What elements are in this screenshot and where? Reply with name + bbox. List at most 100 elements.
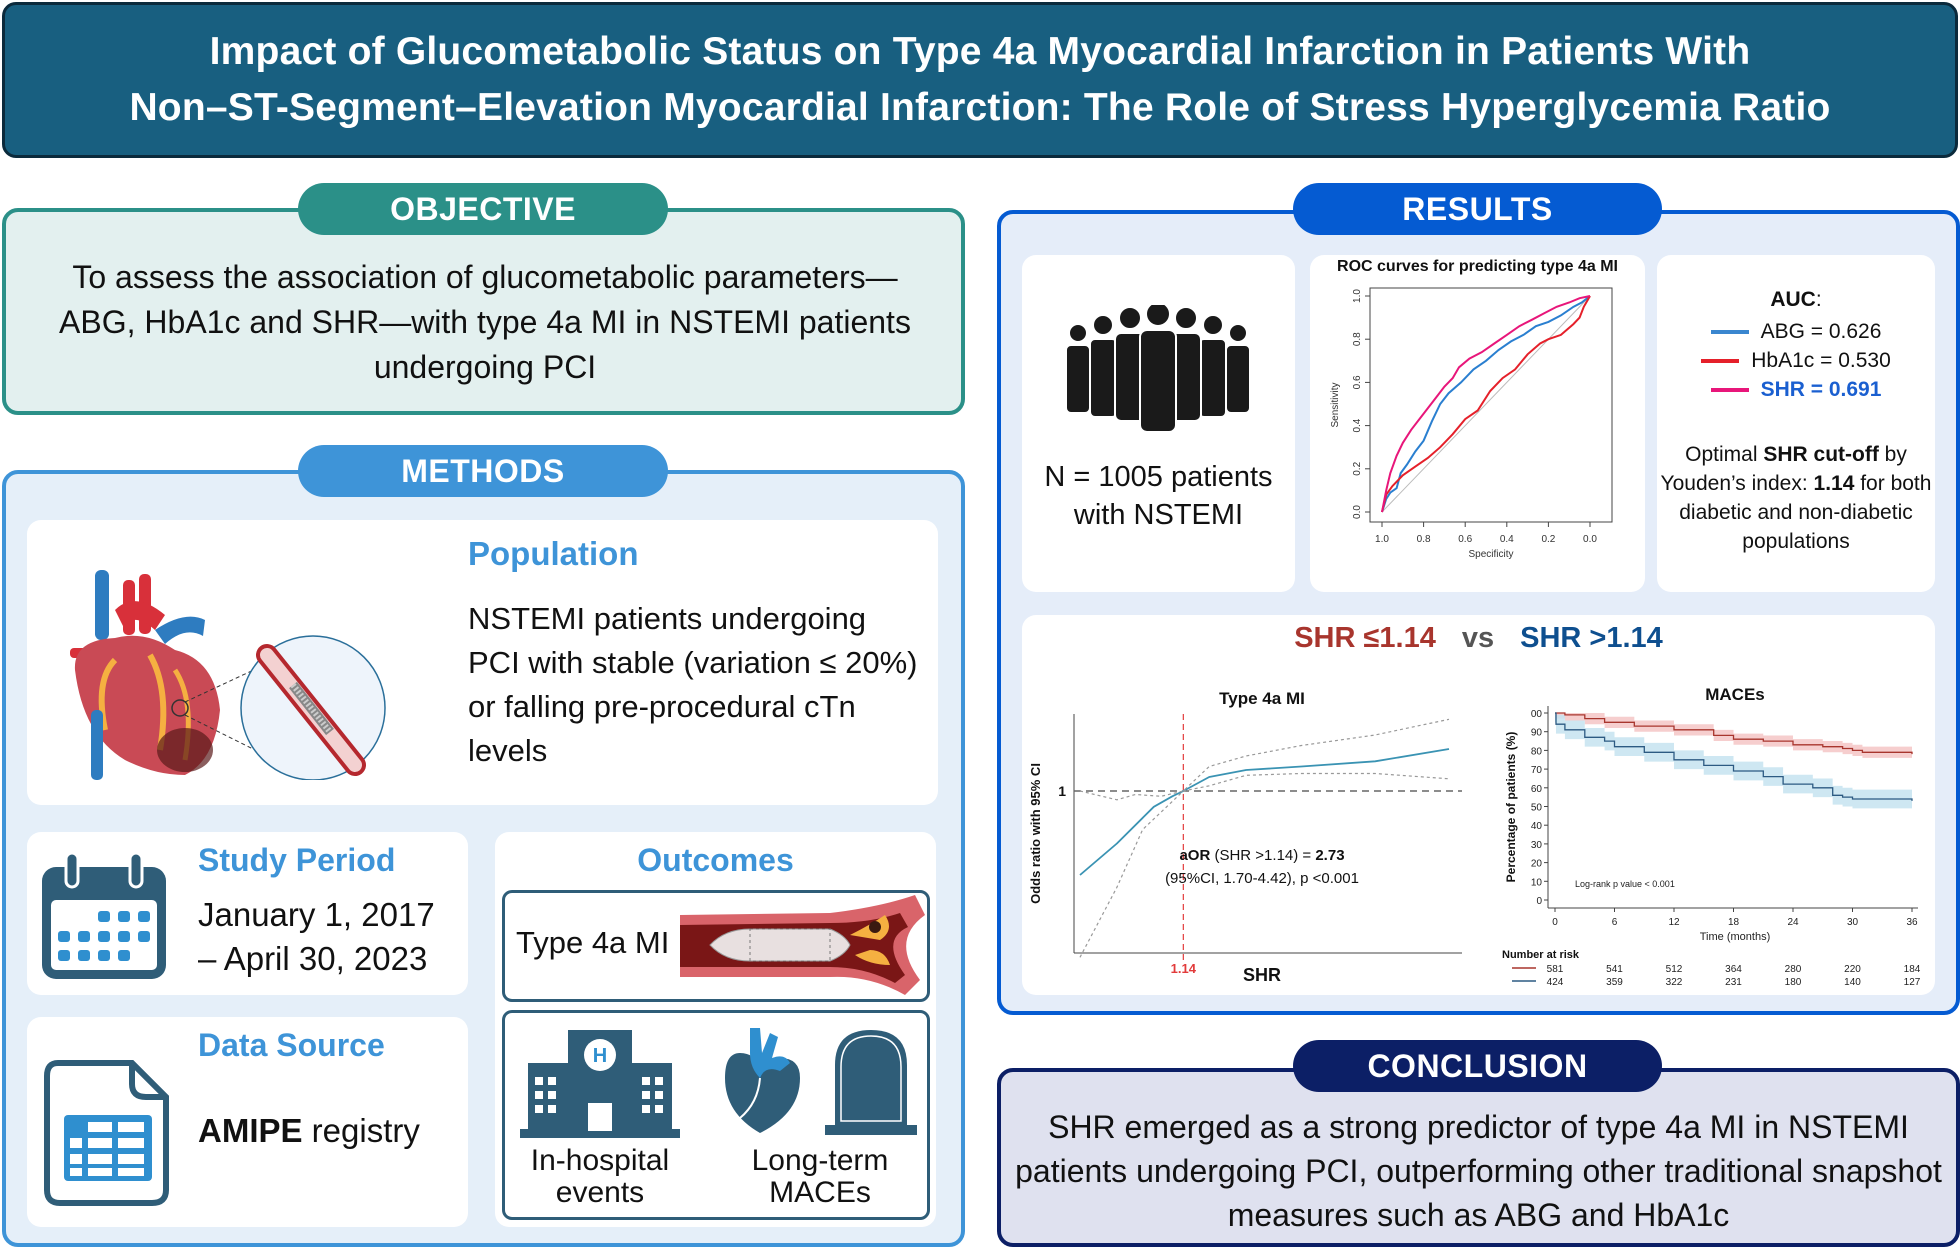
calendar-icon (42, 853, 166, 979)
risk-table-value: 220 (1844, 964, 1861, 975)
km-x-tick-label: 36 (1906, 917, 1918, 928)
km-y-tick-label: 30 (1531, 840, 1543, 851)
roc-chart-title: ROC curves for predicting type 4a MI (1337, 258, 1618, 275)
risk-table-value: 424 (1547, 977, 1564, 988)
objective-label: OBJECTIVE (298, 183, 668, 235)
heart-icon (725, 1028, 800, 1133)
group-low-label: SHR ≤1.14 (1294, 622, 1436, 654)
cutoff-note-pre: Optimal (1685, 443, 1764, 466)
roc-curve-hba1c (1381, 295, 1591, 513)
data-source-text: AMIPE registry (198, 1112, 420, 1150)
outcome-inhospital-label: In-hospital events (510, 1145, 690, 1209)
cutoff-note-bold1: SHR cut-off (1763, 443, 1879, 466)
roc-reference-line (1381, 295, 1591, 513)
cutoff-note-post: for both diabetic and non-diabetic popul… (1679, 472, 1932, 553)
registry-suffix: registry (302, 1112, 420, 1149)
sample-size-line1: N = 1005 patients (1044, 461, 1273, 493)
auc-value-hba1c: HbA1c = 0.530 (1751, 349, 1891, 372)
km-logrank-annotation: Log-rank p value < 0.001 (1575, 879, 1675, 889)
people-group-icon (1065, 305, 1251, 433)
conclusion-label: CONCLUSION (1293, 1040, 1662, 1092)
data-source-title: Data Source (198, 1027, 385, 1063)
roc-y-tick-label: 0.6 (1352, 375, 1363, 389)
study-period-start: January 1, 2017 (198, 896, 435, 933)
conclusion-section (997, 1068, 1960, 1247)
auc-legend-shr: SHR = 0.691 (1657, 376, 1935, 404)
roc-y-tick-label: 1.0 (1352, 289, 1363, 303)
tombstone-icon (825, 1030, 917, 1135)
auc-legend-hba1c: HbA1c = 0.530 (1657, 347, 1935, 375)
aor-annotation: aOR (SHR >1.14) = 2.73 (1179, 847, 1344, 864)
results-label: RESULTS (1293, 183, 1662, 235)
km-y-tick-label: 0 (1536, 896, 1542, 907)
km-y-tick-label: 80 (1531, 746, 1543, 757)
title-line-2: Non–ST-Segment–Elevation Myocardial Infa… (129, 86, 1831, 129)
km-y-tick-label: 00 (1531, 709, 1543, 720)
or-cutoff-label: 1.14 (1171, 961, 1197, 976)
roc-plot-frame (1369, 287, 1613, 523)
or-chart-title: Type 4a MI (1219, 689, 1305, 708)
or-spline-line (1079, 748, 1450, 876)
risk-table-value: 184 (1904, 964, 1921, 975)
risk-table-value: 231 (1725, 977, 1742, 988)
population-text: NSTEMI patients undergoing PCI with stab… (468, 601, 918, 768)
risk-table-value: 140 (1844, 977, 1861, 988)
outcome-longterm-line2: MACEs (769, 1176, 871, 1209)
risk-table-value: 322 (1666, 977, 1683, 988)
study-period-title: Study Period (198, 842, 396, 878)
or-lower-ci-line (1079, 772, 1450, 958)
legend-swatch-hba1c (1701, 359, 1740, 363)
km-y-tick-label: 90 (1531, 728, 1543, 739)
km-x-tick-label: 18 (1728, 917, 1740, 928)
risk-table-value: 180 (1785, 977, 1802, 988)
roc-x-axis-label: Specificity (1468, 549, 1513, 560)
or-upper-ci-line (1079, 718, 1450, 801)
auc-value-abg: ABG = 0.626 (1760, 320, 1882, 343)
vs-label: vs (1461, 622, 1495, 654)
or-x-axis-label: SHR (1243, 965, 1281, 985)
roc-chart: 1.0 0.8 0.6 0.4 0.2 0.0 0.0 0.2 0.4 0.6 0.8 1.0 Spec… (1330, 287, 1613, 560)
roc-y-tick-label: 0.8 (1352, 332, 1363, 346)
outcomes-title: Outcomes (637, 842, 794, 878)
auc-title-text: AUC (1770, 288, 1816, 311)
km-x-tick-label: 24 (1787, 917, 1799, 928)
roc-card (1310, 255, 1645, 592)
sample-size-line2: with NSTEMI (1073, 499, 1244, 531)
group-comparison-title: SHR ≤1.14 vs SHR >1.14 (1022, 622, 1935, 655)
outcome-type4a-label: Type 4a MI (516, 925, 670, 960)
km-x-tick-label: 30 (1847, 917, 1859, 928)
outcome-inhospital-line2: events (555, 1176, 645, 1209)
km-chart-title: MACEs (1705, 685, 1765, 704)
auc-legend-abg: ABG = 0.626 (1657, 318, 1935, 346)
study-period-end: – April 30, 2023 (198, 940, 428, 977)
svg-text:H: H (593, 1045, 607, 1067)
km-y-tick-label: 40 (1531, 821, 1543, 832)
or-y-tick-label: 1 (1058, 783, 1066, 799)
odds-ratio-chart: Type 4a MI 1.14 1 Odds ratio with 95% CI SHR… (1028, 689, 1462, 985)
population-title: Population (468, 535, 639, 572)
roc-y-tick-label: 0.4 (1352, 418, 1363, 432)
km-y-tick-label: 60 (1531, 784, 1543, 795)
cutoff-note-mid: by Youden’s index: (1660, 443, 1907, 495)
roc-y-tick-label: 0.0 (1352, 505, 1363, 519)
registry-name: AMIPE (198, 1112, 303, 1149)
risk-table-value: 541 (1606, 964, 1623, 975)
auc-value-shr: SHR = 0.691 (1760, 378, 1882, 401)
outcome-longterm-line1: Long-term (751, 1144, 889, 1177)
study-period-dates: January 1, 2017 – April 30, 2023 (198, 893, 435, 981)
comparison-card (1022, 615, 1935, 995)
km-ci-band-high (1555, 713, 1912, 811)
roc-x-tick-label: 1.0 (1375, 534, 1389, 545)
sample-size-text: N = 1005 patients with NSTEMI (1022, 458, 1295, 534)
km-y-tick-label: 20 (1531, 859, 1543, 870)
methods-label: METHODS (298, 445, 668, 497)
title-line-1: Impact of Glucometabolic Status on Type … (209, 30, 1751, 73)
auc-title: AUC: (1770, 288, 1822, 311)
roc-x-tick-label: 0.4 (1500, 534, 1514, 545)
risk-table-value: 359 (1606, 977, 1623, 988)
conclusion-text: SHR emerged as a strong predictor of typ… (1015, 1109, 1942, 1233)
title-banner: Impact of Glucometabolic Status on Type … (2, 2, 1958, 158)
km-curve-low (1555, 712, 1913, 755)
km-y-axis-label: Percentage of patients (%) (1504, 732, 1518, 883)
